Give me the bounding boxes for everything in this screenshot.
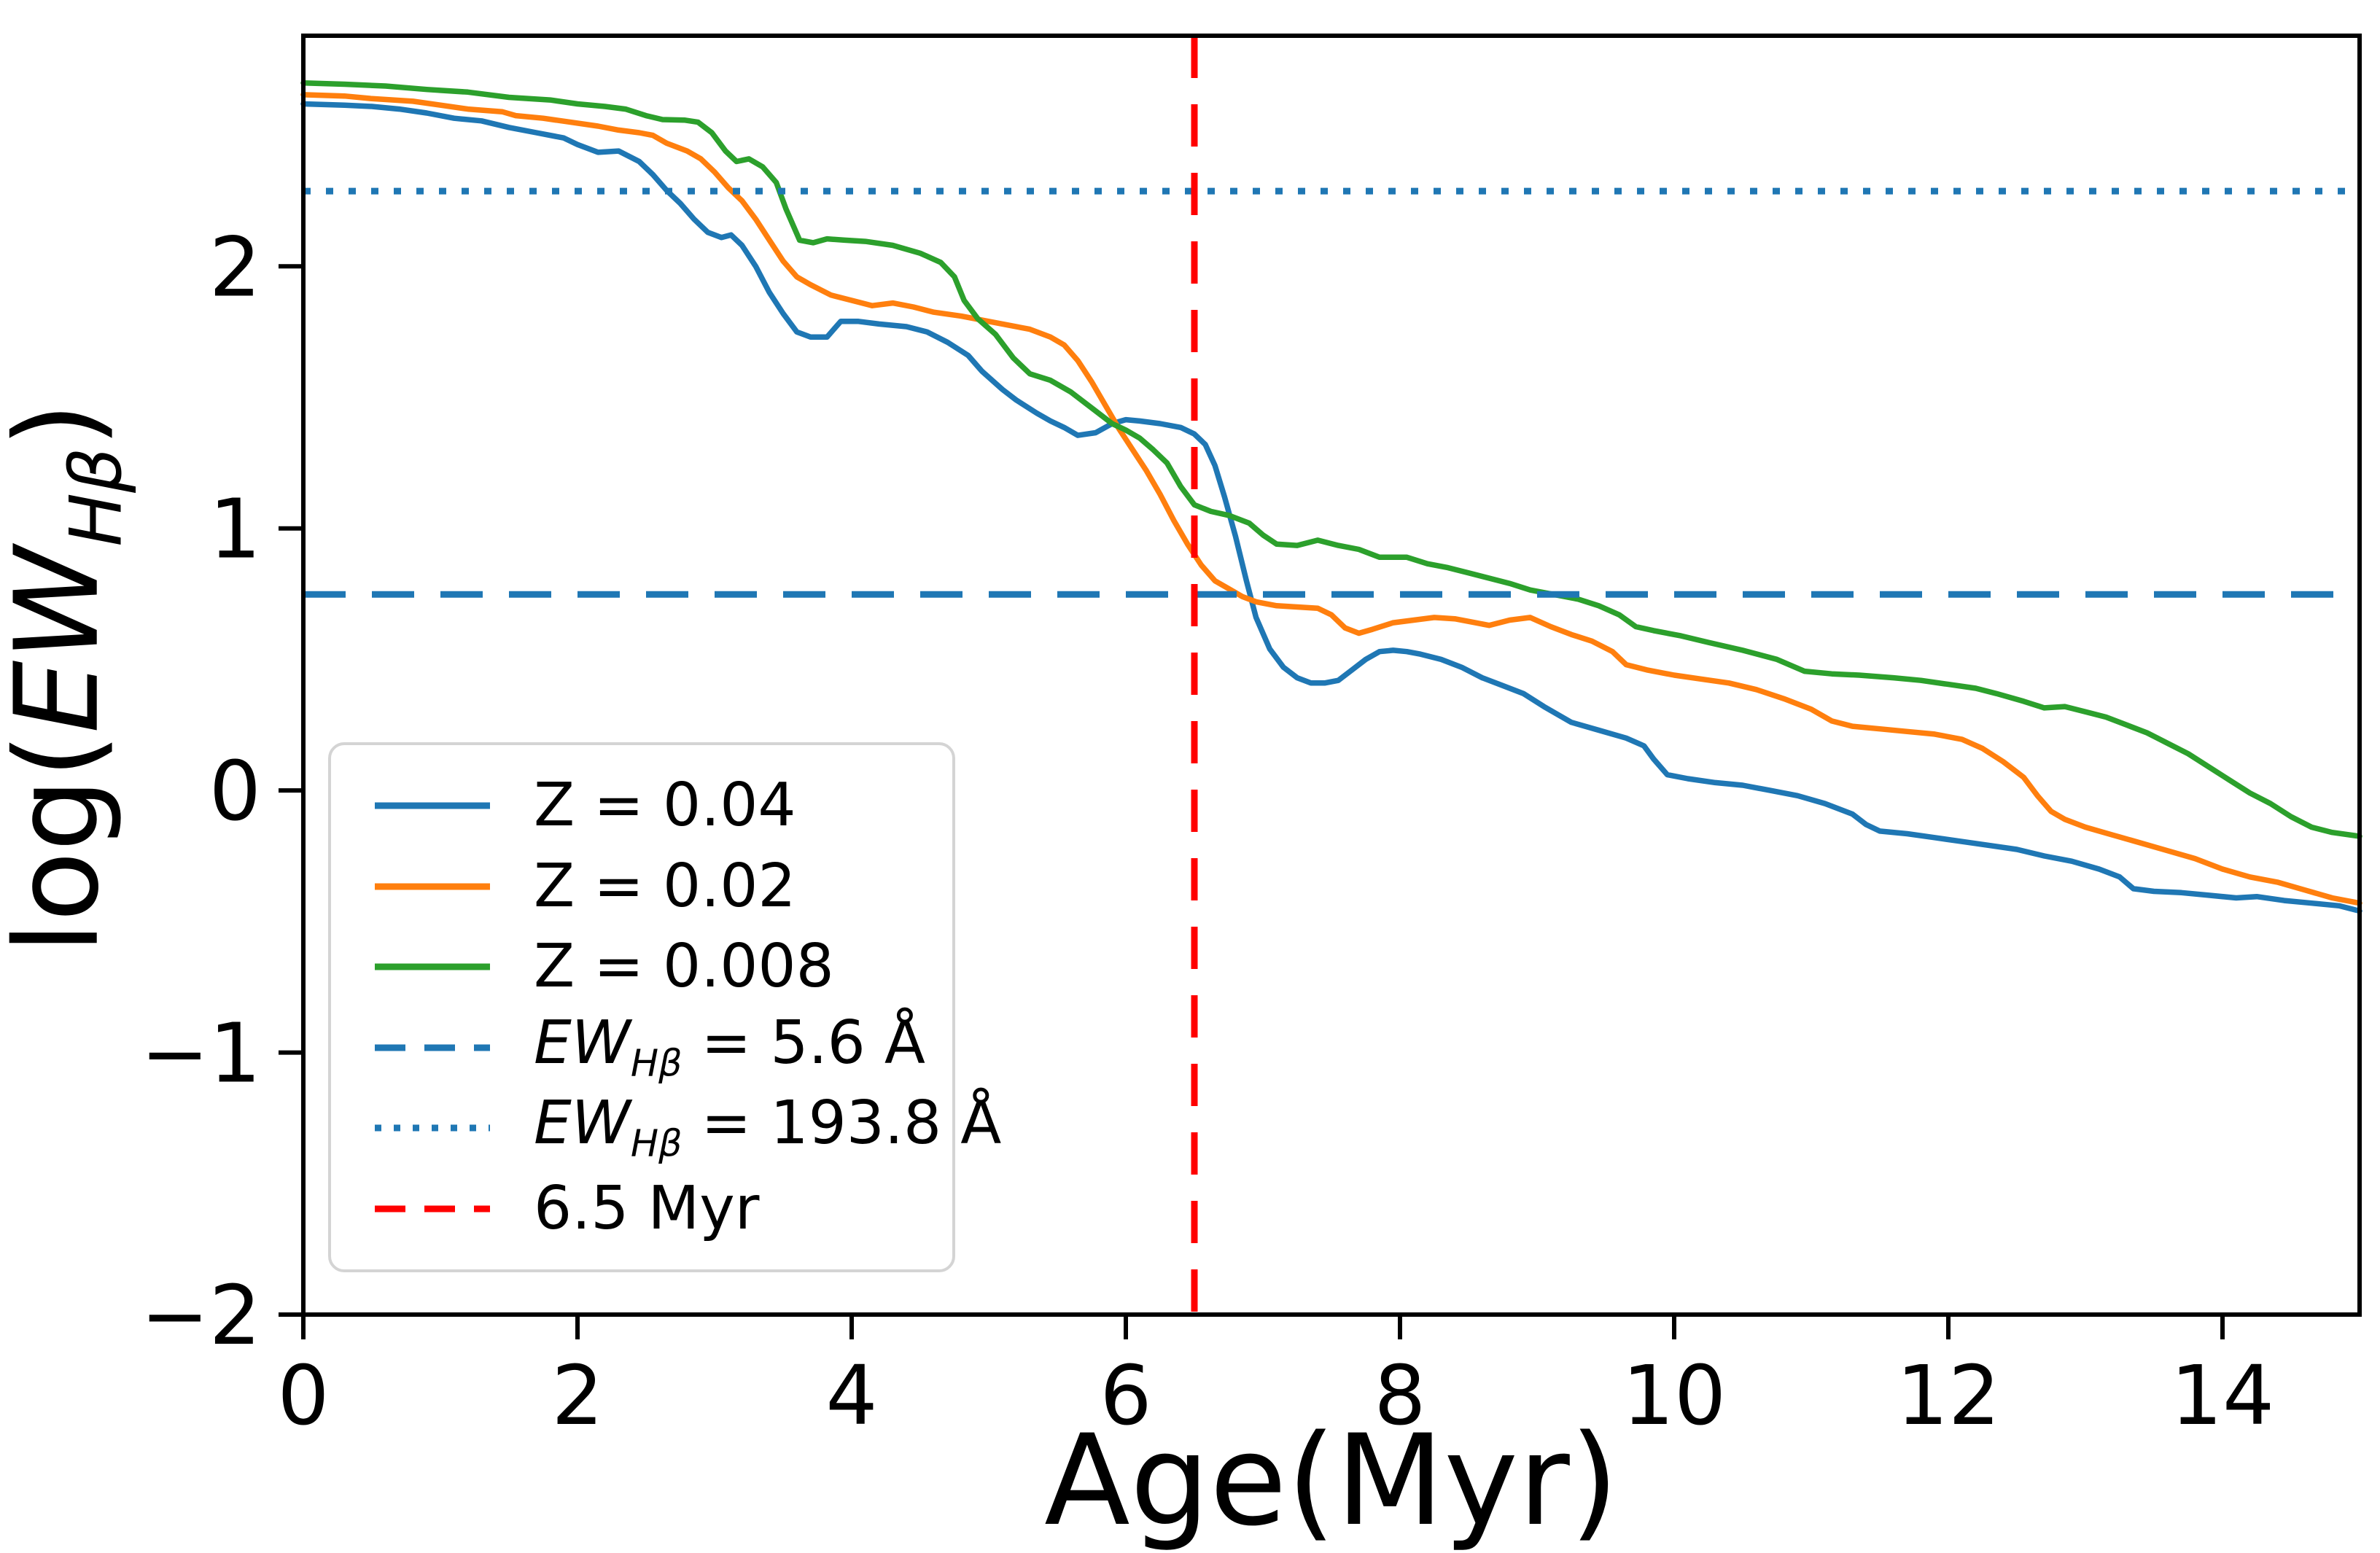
legend-item-5: 6.5 Myr (373, 1174, 930, 1244)
legend-label-part: Z = 0.008 (534, 932, 834, 1002)
legend-item-3: EWHβ = 5.6 Å (373, 1013, 930, 1083)
legend-sample-line (375, 1205, 490, 1213)
legend-label: Z = 0.02 (534, 856, 796, 916)
y-tick-label: −1 (141, 1007, 261, 1102)
x-tick-label: 14 (2171, 1349, 2275, 1444)
legend-label-part: Z = 0.04 (534, 771, 796, 841)
legend: Z = 0.04 Z = 0.02 Z = 0.008 EWHβ = 5.6 Å EWH… (328, 742, 1001, 1272)
legend-label: Z = 0.008 (534, 937, 834, 997)
legend-sample-line (375, 1044, 490, 1051)
x-tick-label: 4 (825, 1349, 877, 1444)
legend-item-2: Z = 0.008 (373, 932, 930, 1002)
series-line-0 (300, 101, 2362, 914)
legend-label-part: = 5.6 Å (682, 1008, 925, 1078)
legend-label-part: 6.5 Myr (534, 1173, 760, 1243)
legend-label: 6.5 Myr (534, 1178, 759, 1239)
legend-label: Z = 0.04 (534, 776, 796, 836)
legend-sample-line (375, 963, 490, 970)
x-axis-label: Age(Myr) (1044, 1407, 1619, 1553)
y-axis-label-prefix: log( (0, 733, 125, 954)
series-line-2 (300, 79, 2362, 839)
legend-label-part: Z = 0.02 (534, 851, 796, 921)
series-line-1 (300, 92, 2362, 906)
legend-item-0: Z = 0.04 (373, 771, 930, 841)
legend-label-part: EW (534, 1008, 631, 1078)
y-tick-label: 1 (209, 483, 261, 577)
legend-sample-line (375, 802, 490, 809)
y-axis-label-math: EW (0, 546, 125, 733)
y-tick-label: 2 (209, 220, 261, 315)
legend-label: EWHβ = 193.8 Å (534, 1094, 1001, 1162)
legend-label-part: EW (534, 1089, 631, 1159)
legend-sample-line (375, 1124, 490, 1132)
x-tick-label: 0 (277, 1349, 329, 1444)
x-tick-label: 8 (1374, 1349, 1426, 1444)
plot-border (301, 34, 2362, 1317)
y-tick-label: 0 (209, 744, 261, 839)
legend-item-1: Z = 0.02 (373, 852, 930, 922)
y-axis-label-subscript: Hβ (55, 447, 139, 547)
y-axis-label-suffix: ) (0, 402, 125, 448)
x-tick-label: 6 (1100, 1349, 1151, 1444)
x-tick-label: 2 (551, 1349, 603, 1444)
legend-sample-line (375, 883, 490, 890)
legend-label-part: Hβ (630, 1121, 682, 1165)
legend-label-part: Hβ (630, 1041, 682, 1085)
y-tick-label: −2 (141, 1269, 261, 1363)
legend-label: EWHβ = 5.6 Å (534, 1013, 925, 1082)
y-axis-label: log(EWHβ) (0, 402, 138, 954)
x-tick-label: 12 (1897, 1349, 2001, 1444)
x-tick-label: 10 (1622, 1349, 1727, 1444)
legend-item-4: EWHβ = 193.8 Å (373, 1093, 1001, 1163)
legend-label-part: = 193.8 Å (682, 1089, 1002, 1159)
